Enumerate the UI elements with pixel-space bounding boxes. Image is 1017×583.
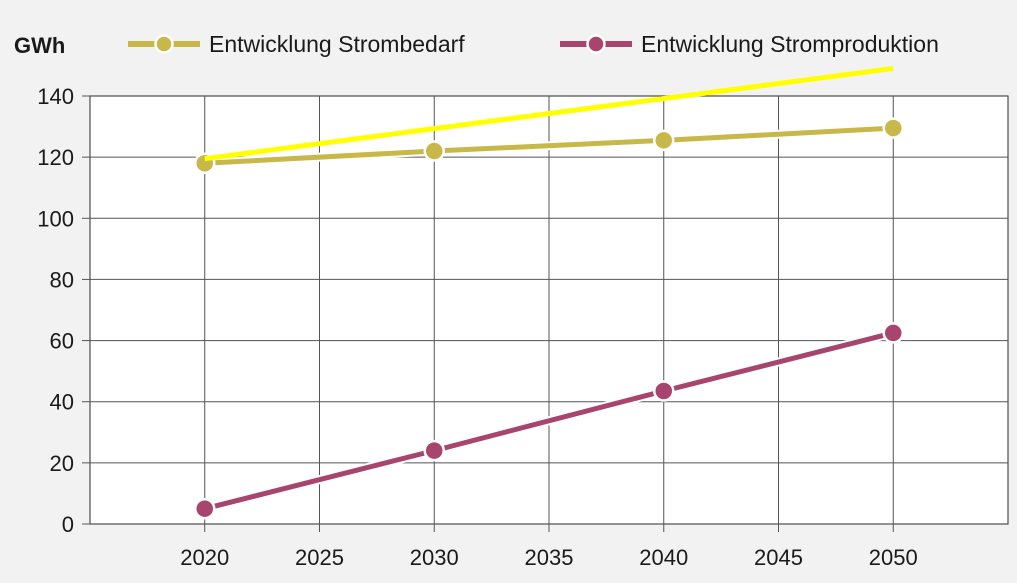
x-tick-label-2045: 2045 [754, 545, 803, 570]
y-tick-label-60: 60 [50, 329, 74, 354]
y-tick-label-20: 20 [50, 451, 74, 476]
series-1-line [202, 125, 896, 166]
y-tick-label-80: 80 [50, 267, 74, 292]
yellow-trend-line [204, 66, 894, 162]
x-tick-label-2040: 2040 [639, 545, 688, 570]
legend-marker-2 [586, 34, 606, 54]
series-2-point-2040 [653, 380, 675, 402]
y-tick-label-140: 140 [37, 84, 74, 109]
series-2-point-2050 [882, 322, 904, 344]
series [194, 117, 904, 520]
series-1-point-2050 [882, 117, 904, 139]
x-tick-label-2020: 2020 [180, 545, 229, 570]
y-axis-unit-label: GWh [14, 33, 65, 58]
legend-marker-1 [154, 34, 174, 54]
x-tick-label-2050: 2050 [869, 545, 918, 570]
y-tick-label-100: 100 [37, 206, 74, 231]
series-2-point-2020 [194, 497, 216, 520]
legend-label-1: Entwicklung Strombedarf [209, 31, 465, 57]
x-tick-label-2030: 2030 [410, 545, 459, 570]
y-tick-label-0: 0 [62, 512, 74, 537]
x-axis-ticks: 2020 2025 2030 2035 2040 2045 2050 [180, 524, 918, 570]
annotations [204, 66, 894, 162]
y-tick-label-40: 40 [50, 390, 74, 415]
x-tick-label-2025: 2025 [295, 545, 344, 570]
series-2-line [202, 330, 896, 512]
series-1-point-2040 [653, 129, 675, 152]
series-2-point-2030 [423, 439, 445, 462]
y-axis-ticks: 0 20 40 60 80 100 120 140 [37, 84, 90, 537]
series-1-point-2030 [423, 140, 445, 162]
legend-label-2: Entwicklung Stromproduktion [641, 31, 939, 57]
legend: Entwicklung Strombedarf Entwicklung Strom… [128, 31, 939, 57]
x-tick-label-2035: 2035 [525, 545, 574, 570]
y-tick-label-120: 120 [37, 145, 74, 170]
